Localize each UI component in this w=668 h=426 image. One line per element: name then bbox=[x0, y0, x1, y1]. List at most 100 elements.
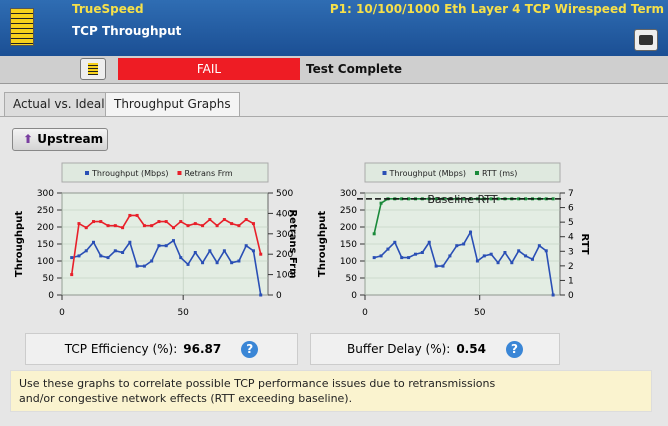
series-marker bbox=[135, 264, 139, 268]
series-marker bbox=[441, 264, 445, 268]
note-line: and/or congestive network effects (RTT e… bbox=[19, 392, 353, 405]
x-tick-label: 50 bbox=[177, 308, 189, 318]
series-marker bbox=[455, 244, 459, 248]
tab-active[interactable]: Throughput Graphs bbox=[105, 92, 240, 116]
series-marker bbox=[251, 249, 255, 253]
series-marker bbox=[551, 293, 555, 297]
tab[interactable]: Actual vs. Ideal bbox=[4, 92, 114, 116]
menu-button[interactable] bbox=[80, 58, 106, 80]
series-marker bbox=[244, 218, 248, 222]
series-marker bbox=[496, 197, 500, 201]
series-marker bbox=[215, 261, 219, 265]
button-label: Upstream bbox=[37, 132, 104, 146]
y2-tick-label: 3 bbox=[568, 247, 574, 257]
metric-label: Buffer Delay (%): bbox=[347, 342, 451, 356]
y-tick-label: 200 bbox=[37, 223, 54, 233]
series-marker bbox=[121, 251, 125, 254]
content-panel bbox=[0, 116, 668, 426]
y2-tick-label: 300 bbox=[276, 230, 293, 240]
y2-tick-label: 1 bbox=[568, 276, 574, 286]
status-bar: FAIL Test Complete bbox=[0, 56, 668, 84]
notepad-button[interactable] bbox=[10, 8, 34, 46]
series-marker bbox=[462, 197, 466, 201]
legend-swatch bbox=[85, 171, 89, 175]
y2-tick-label: 500 bbox=[276, 189, 293, 199]
series-marker bbox=[222, 218, 226, 222]
series-marker bbox=[201, 224, 205, 228]
upstream-button[interactable]: ⬆ Upstream bbox=[12, 128, 108, 151]
series-marker bbox=[179, 256, 183, 260]
y2-tick-label: 7 bbox=[568, 189, 574, 199]
y-axis-label: Throughput bbox=[14, 211, 25, 277]
y-tick-label: 200 bbox=[340, 223, 357, 233]
help-icon[interactable]: ? bbox=[505, 340, 523, 358]
series-marker bbox=[121, 226, 125, 230]
series-marker bbox=[448, 254, 452, 258]
y2-tick-label: 200 bbox=[276, 250, 293, 260]
y2-tick-label: 2 bbox=[568, 262, 574, 272]
y-tick-label: 250 bbox=[340, 206, 357, 216]
charts: Throughput (Mbps) Retrans Frm050100150200… bbox=[14, 162, 590, 318]
series-marker bbox=[128, 240, 132, 244]
series-marker bbox=[469, 230, 473, 234]
series-marker bbox=[215, 224, 219, 228]
series-marker bbox=[171, 226, 175, 230]
series-marker bbox=[259, 252, 263, 256]
baseline-label: Baseline RTT bbox=[427, 193, 498, 206]
y-tick-label: 150 bbox=[340, 240, 357, 250]
y-tick-label: 100 bbox=[340, 257, 357, 267]
series-marker bbox=[157, 244, 161, 248]
port-info: P1: 10/100/1000 Eth Layer 4 TCP Wirespee… bbox=[329, 2, 664, 16]
series-marker bbox=[400, 256, 404, 260]
page-title: TCP Throughput bbox=[72, 24, 182, 38]
series-marker bbox=[372, 256, 376, 260]
x-tick-label: 0 bbox=[59, 308, 65, 318]
series-marker bbox=[99, 220, 103, 224]
y2-axis-label: RTT bbox=[579, 233, 590, 254]
y-tick-label: 50 bbox=[346, 274, 358, 284]
series-marker bbox=[142, 264, 146, 268]
series-marker bbox=[84, 249, 88, 253]
camera-button[interactable] bbox=[634, 29, 658, 51]
series-marker bbox=[537, 244, 541, 248]
app-name: TrueSpeed bbox=[72, 2, 144, 16]
series-marker bbox=[244, 244, 248, 248]
series-marker bbox=[400, 197, 404, 201]
series-marker bbox=[208, 249, 212, 253]
series-marker bbox=[524, 197, 528, 201]
series-marker bbox=[106, 224, 110, 228]
y2-tick-label: 6 bbox=[568, 204, 574, 214]
series-marker bbox=[434, 197, 438, 201]
series-marker bbox=[237, 259, 241, 263]
series-marker bbox=[517, 197, 521, 201]
series-marker bbox=[128, 213, 132, 217]
legend-swatch bbox=[474, 171, 479, 175]
y2-tick-label: 400 bbox=[276, 209, 293, 219]
y2-tick-label: 4 bbox=[568, 233, 574, 243]
y-tick-label: 100 bbox=[37, 257, 54, 267]
y2-tick-label: 100 bbox=[276, 271, 293, 281]
series-marker bbox=[201, 261, 205, 265]
legend-box bbox=[364, 162, 561, 183]
series-marker bbox=[489, 197, 493, 201]
series-marker bbox=[407, 197, 411, 201]
metric-value: 96.87 bbox=[183, 342, 222, 356]
help-icon[interactable]: ? bbox=[241, 340, 259, 358]
series-marker bbox=[544, 249, 548, 253]
series-marker bbox=[489, 252, 493, 256]
series-marker bbox=[193, 222, 197, 226]
legend-label: Throughput (Mbps) bbox=[389, 169, 466, 178]
series-marker bbox=[237, 224, 241, 228]
x-tick-label: 50 bbox=[474, 308, 486, 318]
series-marker bbox=[379, 254, 383, 258]
y-tick-label: 150 bbox=[37, 240, 54, 250]
series-marker bbox=[503, 251, 507, 254]
y-tick-label: 0 bbox=[48, 291, 54, 301]
series-marker bbox=[420, 251, 424, 254]
series-marker bbox=[530, 257, 534, 261]
series-marker bbox=[150, 224, 154, 228]
series-marker bbox=[113, 249, 117, 253]
series-marker bbox=[475, 259, 479, 263]
series-marker bbox=[510, 261, 514, 265]
series-marker bbox=[77, 222, 81, 226]
